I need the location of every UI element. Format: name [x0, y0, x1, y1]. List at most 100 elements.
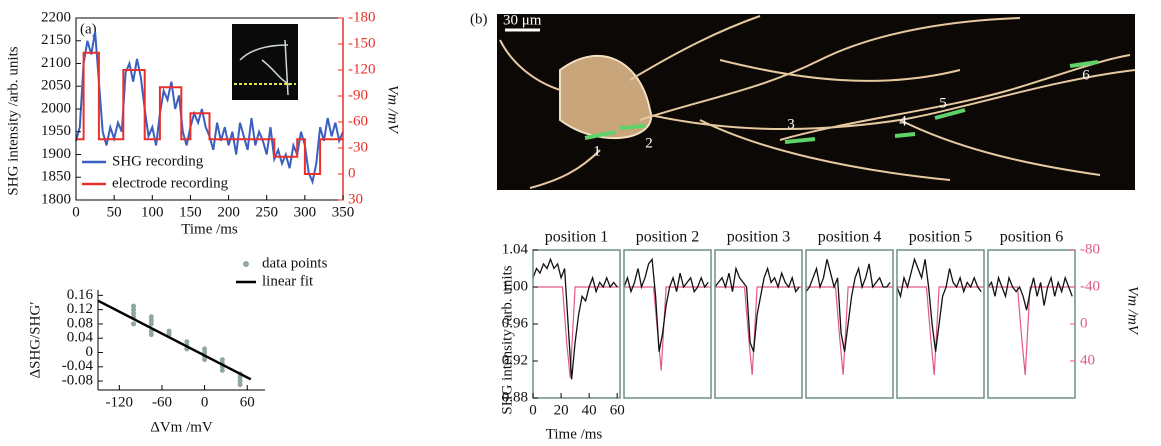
panel-label: (b) [470, 11, 488, 27]
panel-title: position 2 [636, 229, 700, 246]
series-line [715, 286, 802, 375]
series-line [714, 265, 800, 352]
x-tick-label: 0 [72, 204, 80, 220]
y-tick-label: -180 [348, 9, 376, 25]
y-tick-label: 1.04 [502, 241, 529, 257]
data-point [219, 357, 225, 363]
y-tick-label: -30 [348, 139, 368, 155]
x-axis-label: ΔVm /mV [150, 419, 213, 435]
y-axis-label: ΔSHG/SHG′ [27, 301, 43, 378]
y-tick-label: -0.08 [62, 373, 93, 389]
series-line [97, 299, 252, 381]
x-tick-label: 250 [255, 204, 278, 220]
series-line [987, 275, 1073, 311]
y-tick-label: 2100 [41, 55, 71, 71]
y-axis-label: SHG intensity /arb. units [5, 46, 21, 195]
y-tick-label: 1850 [41, 169, 71, 185]
series-line [896, 257, 982, 352]
marker: 5 [939, 95, 947, 111]
y-tick-label: 40 [1080, 352, 1095, 368]
x-tick-label: 20 [554, 402, 569, 418]
panel-frame [987, 249, 1076, 399]
marker: 4 [899, 113, 907, 129]
x-tick-label: 0 [529, 402, 537, 418]
y-tick-label: 1.00 [502, 278, 528, 294]
y-tick-label: 0.88 [502, 389, 528, 405]
series-line [897, 286, 984, 375]
y-tick-label: 2200 [41, 9, 71, 25]
data-point [148, 321, 154, 327]
y-tick-label: -0.04 [62, 358, 94, 374]
panel-frame [623, 249, 712, 399]
data-point [131, 307, 137, 313]
marker: 6 [1082, 67, 1090, 83]
data-point [166, 330, 172, 336]
series-line [533, 286, 620, 378]
x-tick-label: 300 [294, 204, 317, 220]
y-tick-label: -60 [348, 113, 368, 129]
y-tick-label: 0.08 [67, 315, 93, 331]
panel-label: (a) [80, 21, 97, 37]
panel-title: position 1 [545, 229, 609, 246]
panel-frame [805, 249, 894, 399]
y-tick-label: 30 [348, 191, 363, 207]
data-point [148, 314, 154, 320]
marker: 1 [593, 143, 601, 159]
data-point [131, 303, 137, 309]
panel-title: position 5 [909, 229, 973, 246]
x-tick-label: 40 [582, 402, 597, 418]
neuron-image: 30 μm 1 2 3 4 5 6 [497, 12, 1136, 190]
x-tick-label: 100 [141, 204, 164, 220]
y-tick-label: 0.12 [67, 301, 93, 317]
legend-swatch [243, 261, 249, 267]
y2-axis-label: Vm /mV [385, 85, 401, 135]
x-tick-label: -60 [152, 394, 172, 410]
series-line [532, 257, 618, 380]
y-tick-label: 0.16 [67, 287, 94, 303]
panel-frame [896, 249, 985, 399]
data-point [202, 346, 208, 352]
series-line [805, 259, 891, 352]
panel-frame [714, 249, 803, 399]
data-point [237, 382, 243, 388]
green-segments [584, 60, 1099, 144]
y-tick-label: 1800 [41, 191, 71, 207]
y-tick-label: -90 [348, 87, 368, 103]
series-line [623, 257, 709, 352]
inset-image [232, 24, 298, 100]
marker: 3 [787, 116, 795, 132]
legend-label: data points [262, 255, 328, 271]
panel-title: position 6 [1000, 229, 1064, 246]
x-tick-label: 50 [107, 204, 122, 220]
data-point [184, 339, 190, 345]
x-tick-label: 200 [217, 204, 240, 220]
x-tick-label: 0 [201, 394, 209, 410]
y-tick-label: -40 [1080, 278, 1100, 294]
y-axis-label: SHG intensity /arb. units [499, 265, 515, 414]
x-axis-label: Time /ms [546, 426, 603, 442]
data-point [131, 310, 137, 316]
data-point [131, 321, 137, 327]
plot-frame [75, 17, 344, 201]
x-tick-label: 350 [332, 204, 355, 220]
y-tick-label: 1900 [41, 146, 71, 162]
y-tick-label: 0 [1080, 315, 1088, 331]
y-tick-label: 0 [348, 165, 356, 181]
x-tick-label: -120 [106, 394, 134, 410]
y-tick-label: 0 [86, 344, 94, 360]
data-point [237, 378, 243, 384]
data-point [148, 332, 154, 338]
y-tick-label: 1950 [41, 123, 71, 139]
legend-label: linear fit [262, 273, 314, 289]
data-point [148, 317, 154, 323]
y-tick-label: 2000 [41, 100, 71, 116]
panel-frame [532, 249, 621, 399]
data-point [202, 357, 208, 363]
y-tick-label: -150 [348, 35, 376, 51]
x-tick-label: 60 [240, 394, 255, 410]
y-tick-label: 0.96 [502, 315, 529, 331]
x-tick-label: 60 [610, 402, 625, 418]
series-line [988, 286, 1075, 375]
data-point [237, 375, 243, 380]
